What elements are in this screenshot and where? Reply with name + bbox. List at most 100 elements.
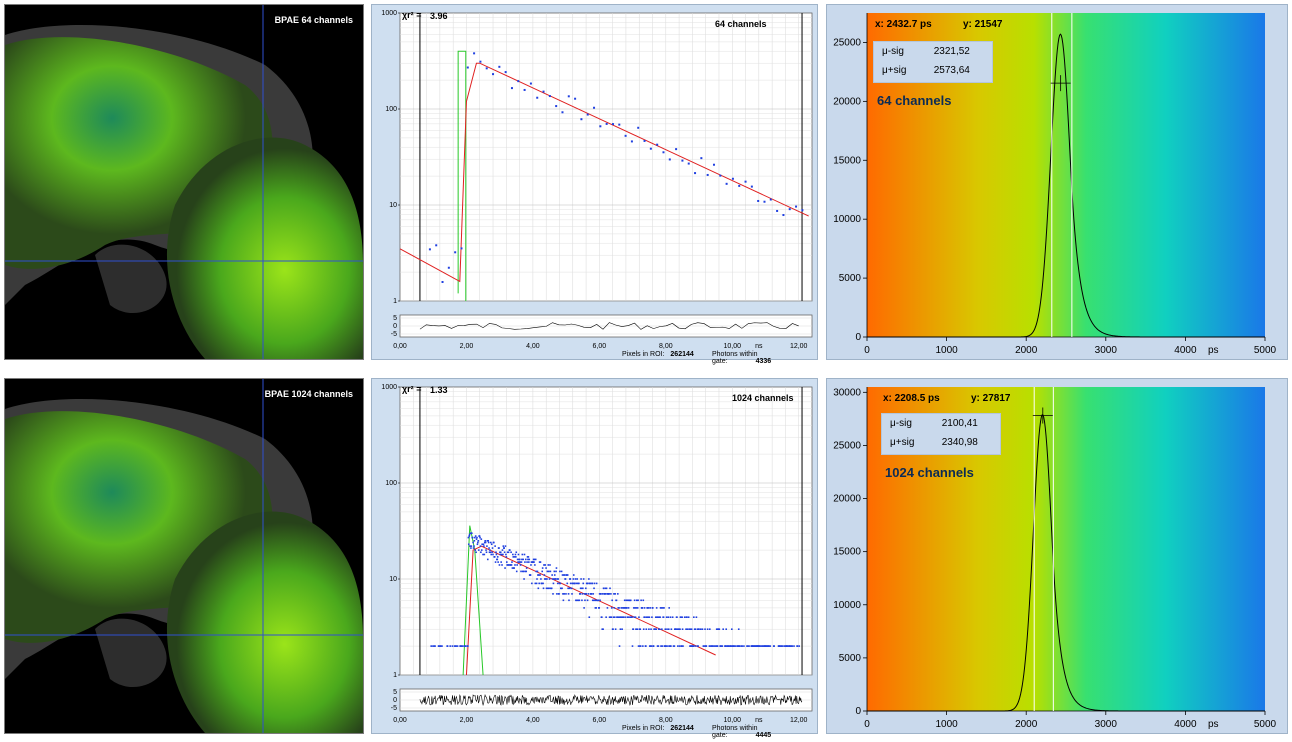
lifetime-histogram-panel-64[interactable]: 25000 20000 15000 10000 5000 0 0 1000 2000 3000 40…: [826, 4, 1288, 360]
data-point: [720, 645, 723, 647]
data-point: [561, 111, 564, 114]
x-tick-label: 5000: [1254, 719, 1277, 730]
data-point: [599, 125, 602, 128]
data-point: [598, 607, 601, 609]
data-point: [572, 578, 575, 580]
cursor-y-readout: y: 27817: [971, 393, 1011, 404]
y-tick-label: 100: [385, 106, 397, 113]
data-point: [671, 616, 674, 619]
intensity-image-1024[interactable]: BPAE 1024 channels: [4, 378, 364, 734]
decay-curve-panel-1024[interactable]: 1000 100 10 1 5 0 -5 0,00 2,00 4,00 6,00 8,00 10,00 1…: [371, 378, 818, 739]
data-point: [582, 582, 585, 585]
data-point: [643, 616, 645, 619]
data-point: [624, 134, 627, 137]
data-point: [483, 553, 486, 556]
data-point: [568, 587, 571, 590]
data-point: [633, 599, 636, 602]
data-point: [647, 607, 650, 609]
data-point: [725, 628, 728, 630]
data-point: [439, 645, 442, 647]
data-point: [611, 123, 614, 126]
data-point: [769, 645, 772, 647]
data-point: [737, 628, 740, 630]
stat-value: 2100,41: [941, 418, 978, 429]
data-point: [534, 582, 537, 585]
data-point: [552, 582, 555, 585]
data-point: [736, 645, 738, 647]
data-point: [627, 607, 630, 609]
data-point: [641, 607, 644, 609]
data-point: [528, 558, 531, 561]
decay-curve-panel-64[interactable]: 1000 100 10 1 5 0 -5 0,00 2,00 4,00 6,00 8,00 10,00 1…: [371, 4, 818, 365]
data-point: [585, 587, 587, 590]
data-point: [532, 561, 534, 563]
plot-area: [399, 386, 813, 676]
data-point: [778, 645, 781, 647]
data-point: [547, 564, 550, 566]
data-point: [614, 593, 617, 595]
intensity-image-64[interactable]: BPAE 64 channels: [4, 4, 364, 360]
data-point: [542, 582, 544, 585]
data-point: [508, 564, 510, 566]
data-point: [554, 578, 557, 580]
data-point: [501, 564, 503, 566]
data-point: [572, 574, 575, 576]
data-point: [629, 599, 632, 602]
lifetime-histogram-panel-1024[interactable]: 30000 25000 20000 15000 10000 5000 0 0 1000 2000 3…: [826, 378, 1288, 734]
data-point: [432, 645, 434, 647]
data-point: [712, 163, 715, 166]
irf-curve: [457, 50, 467, 301]
data-point: [500, 553, 503, 556]
data-point: [435, 244, 438, 247]
data-point: [752, 645, 755, 647]
data-point: [540, 578, 542, 580]
stats-box: μ-sig 2100,41 μ+sig 2340,98: [881, 413, 1001, 455]
x-tick-label: 2000: [1015, 345, 1038, 356]
data-point: [529, 574, 532, 576]
data-point: [796, 645, 799, 647]
data-point: [557, 578, 559, 580]
y-tick-label: 0: [855, 332, 861, 343]
data-point: [609, 616, 612, 619]
data-point: [626, 599, 629, 602]
data-point: [621, 628, 623, 630]
data-point: [609, 587, 611, 590]
data-point: [780, 645, 783, 647]
data-point: [587, 593, 590, 595]
data-point: [676, 628, 679, 630]
data-point: [679, 628, 681, 630]
data-point: [472, 547, 475, 549]
data-point: [515, 551, 518, 554]
data-point: [645, 628, 648, 630]
data-point: [665, 616, 668, 619]
data-point: [633, 616, 636, 619]
data-point: [725, 182, 728, 185]
data-point: [717, 628, 720, 630]
data-point: [523, 553, 526, 556]
data-point: [681, 159, 684, 162]
data-point: [636, 599, 638, 602]
x-tick-label: 6,00: [593, 343, 607, 350]
decay-channels-label: 1024 channels: [732, 393, 794, 403]
data-point: [692, 645, 695, 647]
data-point: [591, 582, 594, 585]
data-point: [555, 567, 558, 569]
data-point: [547, 587, 549, 590]
data-point: [613, 593, 615, 595]
data-point: [626, 616, 629, 619]
data-point: [506, 564, 509, 566]
data-point: [522, 558, 525, 561]
data-point: [627, 616, 629, 619]
data-point: [704, 628, 706, 630]
data-point: [643, 139, 646, 142]
cursor-y-readout: y: 21547: [963, 19, 1003, 30]
data-point: [733, 645, 735, 647]
data-point: [613, 607, 616, 609]
data-point: [576, 599, 579, 602]
data-point: [548, 95, 551, 98]
data-point: [559, 570, 561, 573]
data-point: [620, 616, 622, 619]
x-tick-label: 5000: [1254, 345, 1277, 356]
data-point: [552, 593, 554, 595]
data-point: [579, 587, 582, 590]
